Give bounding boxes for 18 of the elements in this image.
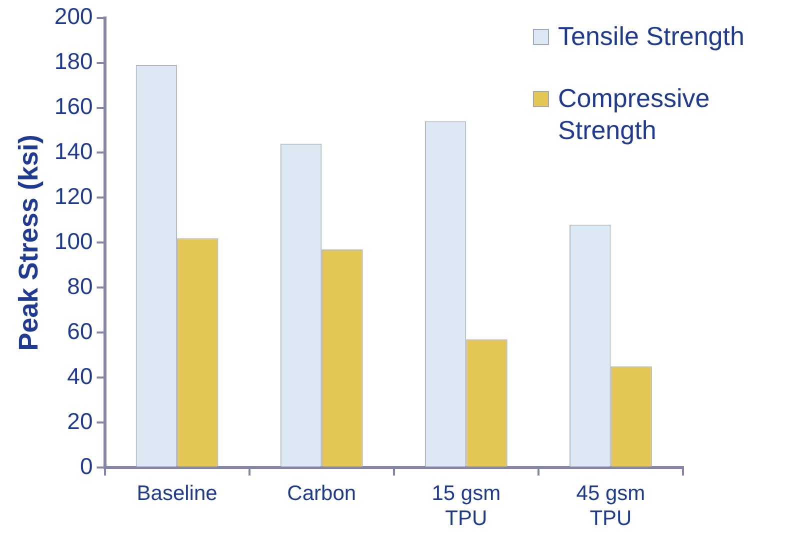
y-tick-label: 180 [54, 48, 93, 74]
y-tick-label: 120 [54, 183, 93, 210]
legend-label: Tensile Strength [558, 20, 744, 52]
legend-label: Compressive Strength [558, 82, 711, 146]
y-tick-label: 0 [80, 452, 93, 479]
y-tick-label: 80 [67, 273, 93, 300]
x-tick-label: 45 gsm TPU [576, 482, 646, 530]
x-tick-label: 15 gsm TPU [432, 482, 501, 530]
y-tick-label: 140 [54, 138, 93, 164]
y-tick-label: 40 [67, 362, 93, 389]
y-axis-title: Peak Stress (ksi) [14, 134, 44, 351]
y-tick-label: 60 [67, 318, 93, 344]
y-tick-label: 100 [54, 228, 93, 254]
y-tick-label: 20 [67, 408, 93, 434]
y-tick-label: 200 [54, 3, 93, 30]
y-tick-label: 160 [54, 93, 93, 120]
x-tick-label: Carbon [287, 482, 356, 505]
x-tick-label: Baseline [136, 482, 218, 505]
